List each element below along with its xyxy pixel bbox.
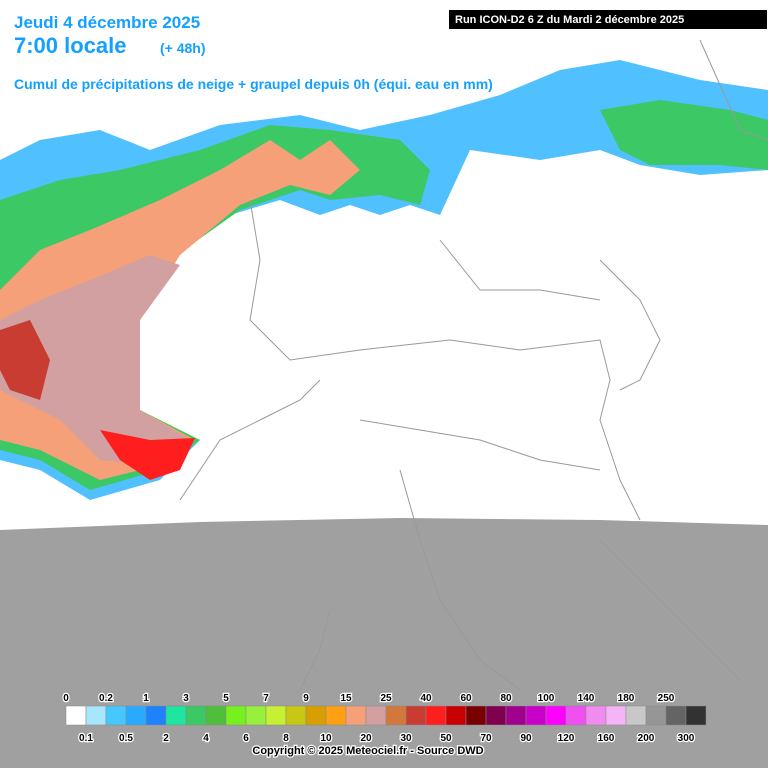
legend-label: 1: [143, 693, 149, 704]
subtitle: Cumul de précipitations de neige + graup…: [14, 76, 493, 92]
legend-swatch: [545, 705, 567, 726]
legend-label: 10: [320, 733, 332, 744]
run: Run ICON-D2 6 Z du Mardi 2 décembre 2025: [455, 14, 684, 26]
copyright: Copyright © 2025 Meteociel.fr - Source D…: [252, 745, 483, 757]
legend-label: 9: [303, 693, 309, 704]
legend-label: 30: [400, 733, 412, 744]
legend-label: 100: [538, 693, 555, 704]
legend-swatch: [485, 705, 507, 726]
legend-label: 50: [440, 733, 452, 744]
legend-swatch: [305, 705, 327, 726]
legend-label: 8: [283, 733, 289, 744]
legend-swatch: [105, 705, 127, 726]
legend-label: 20: [360, 733, 372, 744]
legend-label: 3: [183, 693, 189, 704]
legend-label: 0.2: [99, 693, 113, 704]
legend-swatch: [265, 705, 287, 726]
legend-label: 5: [223, 693, 229, 704]
legend-swatch: [385, 705, 407, 726]
legend-label: 70: [480, 733, 492, 744]
lead: (+ 48h): [160, 40, 206, 56]
legend-label: 0: [63, 693, 69, 704]
legend-swatch: [325, 705, 347, 726]
borders: [179, 39, 768, 691]
legend-swatch: [505, 705, 527, 726]
legend-swatch: [285, 705, 307, 726]
legend-swatch: [665, 705, 687, 726]
legend-swatch: [145, 705, 167, 726]
legend-swatch: [365, 705, 387, 726]
legend-swatch: [565, 705, 587, 726]
run-box: [449, 10, 767, 29]
legend-label: 60: [460, 693, 472, 704]
legend-swatch: [525, 705, 547, 726]
legend-swatch: [165, 705, 187, 726]
legend-swatch: [645, 705, 667, 726]
legend-label: 140: [578, 693, 595, 704]
legend-swatch: [605, 705, 627, 726]
legend-label: 4: [203, 733, 209, 744]
legend-swatch: [205, 705, 227, 726]
legend-swatch: [685, 705, 707, 726]
legend-label: 120: [558, 733, 575, 744]
legend-swatch: [225, 705, 247, 726]
legend-label: 7: [263, 693, 269, 704]
legend-label: 15: [340, 693, 352, 704]
legend-swatch: [85, 705, 107, 726]
legend-label: 200: [638, 733, 655, 744]
legend-label: 300: [678, 733, 695, 744]
legend-label: 2: [163, 733, 169, 744]
legend-label: 250: [658, 693, 675, 704]
legend-swatch: [185, 705, 207, 726]
legend-label: 90: [520, 733, 532, 744]
legend-label: 80: [500, 693, 512, 704]
legend-swatch: [245, 705, 267, 726]
legend-swatch: [625, 705, 647, 726]
legend-swatch: [65, 705, 87, 726]
legend-swatch: [405, 705, 427, 726]
legend: 0 0.1 0.2 0.5 1 2 3 4 5 6 7 8 9 10 15 20 25 30 40 50 60 70 80 9…: [62, 692, 707, 745]
date: Jeudi 4 décembre 2025: [14, 13, 200, 32]
legend-swatch: [445, 705, 467, 726]
outside-domain: [0, 518, 768, 768]
legend-label: 160: [598, 733, 615, 744]
legend-swatch: [425, 705, 447, 726]
legend-label: 25: [380, 693, 392, 704]
legend-label: 0.5: [119, 733, 133, 744]
legend-swatch: [585, 705, 607, 726]
legend-swatch: [125, 705, 147, 726]
legend-label: 40: [420, 693, 432, 704]
legend-label: 0.1: [79, 733, 93, 744]
legend-label: 180: [618, 693, 635, 704]
legend-label: 6: [243, 733, 249, 744]
legend-swatch: [345, 705, 367, 726]
snow-areas: [0, 60, 768, 500]
time: 7:00 locale: [14, 33, 127, 58]
legend-swatch: [465, 705, 487, 726]
